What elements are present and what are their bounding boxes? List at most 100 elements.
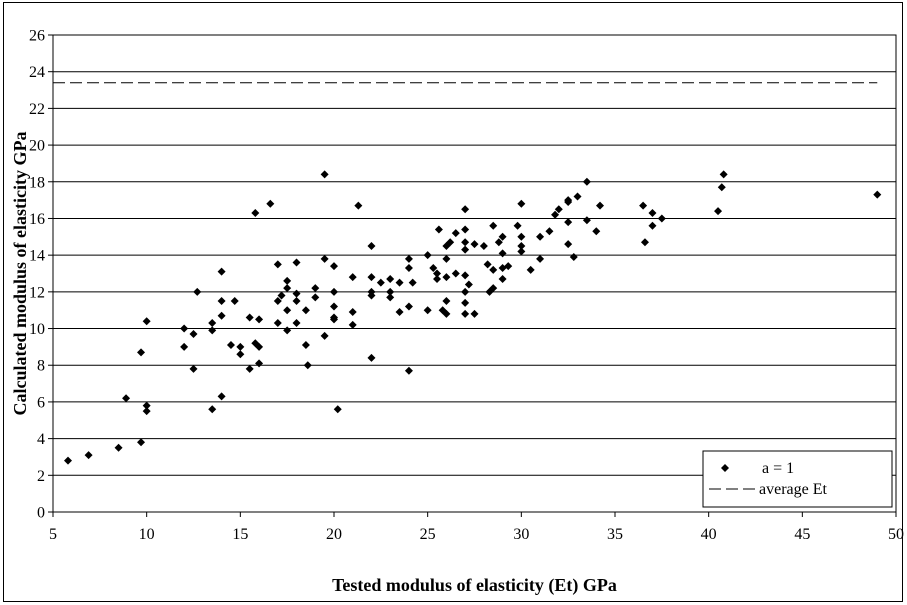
data-point — [292, 258, 301, 267]
data-point — [461, 287, 470, 296]
data-point — [504, 262, 513, 271]
data-point — [404, 366, 413, 375]
grid-lines — [53, 71, 896, 476]
data-point — [648, 221, 657, 230]
data-point — [408, 278, 417, 287]
x-tick-label: 45 — [794, 526, 810, 543]
y-tick-label: 6 — [37, 394, 45, 411]
data-point — [517, 199, 526, 208]
data-point — [517, 241, 526, 250]
plot-area — [52, 34, 897, 513]
data-point — [423, 251, 432, 260]
data-point — [536, 254, 545, 263]
data-point — [348, 320, 357, 329]
x-tick-label: 25 — [420, 526, 436, 543]
data-point — [513, 221, 522, 230]
data-point — [245, 313, 254, 322]
data-point — [273, 319, 282, 328]
data-point — [564, 218, 573, 227]
x-axis-title: Tested modulus of elasticity (Et) GPa — [332, 575, 617, 596]
data-point — [320, 331, 329, 340]
y-tick-label: 12 — [29, 284, 45, 301]
data-point — [517, 232, 526, 241]
data-point — [573, 192, 582, 201]
legend-box — [702, 450, 893, 508]
data-point — [311, 284, 320, 293]
data-series — [53, 82, 882, 465]
data-point — [367, 273, 376, 282]
data-point — [582, 216, 591, 225]
data-point — [569, 252, 578, 261]
y-tick-label: 22 — [29, 101, 45, 118]
data-point — [592, 227, 601, 236]
data-point — [367, 241, 376, 250]
data-point — [517, 247, 526, 256]
data-point — [498, 249, 507, 258]
data-point — [526, 265, 535, 274]
data-point — [217, 267, 226, 276]
data-point — [255, 342, 264, 351]
data-point — [208, 326, 217, 335]
data-point — [217, 297, 226, 306]
data-point — [582, 177, 591, 186]
data-point — [180, 342, 189, 351]
data-point — [63, 456, 72, 465]
data-point — [283, 284, 292, 293]
data-point — [386, 287, 395, 296]
data-point — [137, 438, 146, 447]
data-point — [386, 275, 395, 284]
data-point — [320, 254, 329, 263]
data-point — [564, 240, 573, 249]
data-point — [536, 232, 545, 241]
data-point — [446, 238, 455, 247]
data-point — [230, 297, 239, 306]
data-point — [433, 269, 442, 278]
data-point — [301, 306, 310, 315]
data-point — [208, 405, 217, 414]
x-tick-label: 20 — [326, 526, 342, 543]
data-point — [255, 315, 264, 324]
data-point — [461, 271, 470, 280]
data-point — [277, 291, 286, 300]
data-point — [137, 348, 146, 357]
y-tick-label: 20 — [29, 138, 45, 155]
data-point — [423, 306, 432, 315]
data-point — [551, 210, 560, 219]
data-point — [489, 284, 498, 293]
data-point — [639, 201, 648, 210]
data-point — [180, 324, 189, 333]
y-tick-label: 10 — [29, 321, 45, 338]
data-point — [114, 443, 123, 452]
legend-label-a1: a = 1 — [762, 460, 794, 477]
data-point — [451, 269, 460, 278]
data-point — [873, 190, 882, 199]
data-point — [217, 311, 226, 320]
y-tick-label: 4 — [37, 431, 45, 448]
y-axis-title: Calculated modulus of elasticity GPa — [10, 132, 30, 416]
data-point — [442, 254, 451, 263]
data-point — [251, 208, 260, 217]
data-point — [189, 364, 198, 373]
data-point — [479, 241, 488, 250]
y-tick-label: 0 — [37, 505, 45, 522]
data-point — [330, 315, 338, 324]
data-point — [292, 319, 301, 328]
data-point — [545, 227, 554, 236]
data-point — [442, 309, 451, 318]
data-point — [255, 359, 264, 368]
data-point — [489, 221, 498, 230]
data-point — [226, 341, 235, 350]
data-point — [292, 297, 301, 306]
data-point — [461, 298, 470, 307]
data-point — [461, 309, 470, 318]
y-tick-label: 8 — [37, 358, 45, 375]
data-point — [376, 278, 385, 287]
data-point — [283, 276, 292, 285]
data-point — [193, 287, 202, 296]
data-point — [354, 201, 363, 210]
data-point — [404, 263, 413, 272]
data-point — [320, 170, 329, 179]
y-tick-label: 18 — [29, 174, 45, 191]
